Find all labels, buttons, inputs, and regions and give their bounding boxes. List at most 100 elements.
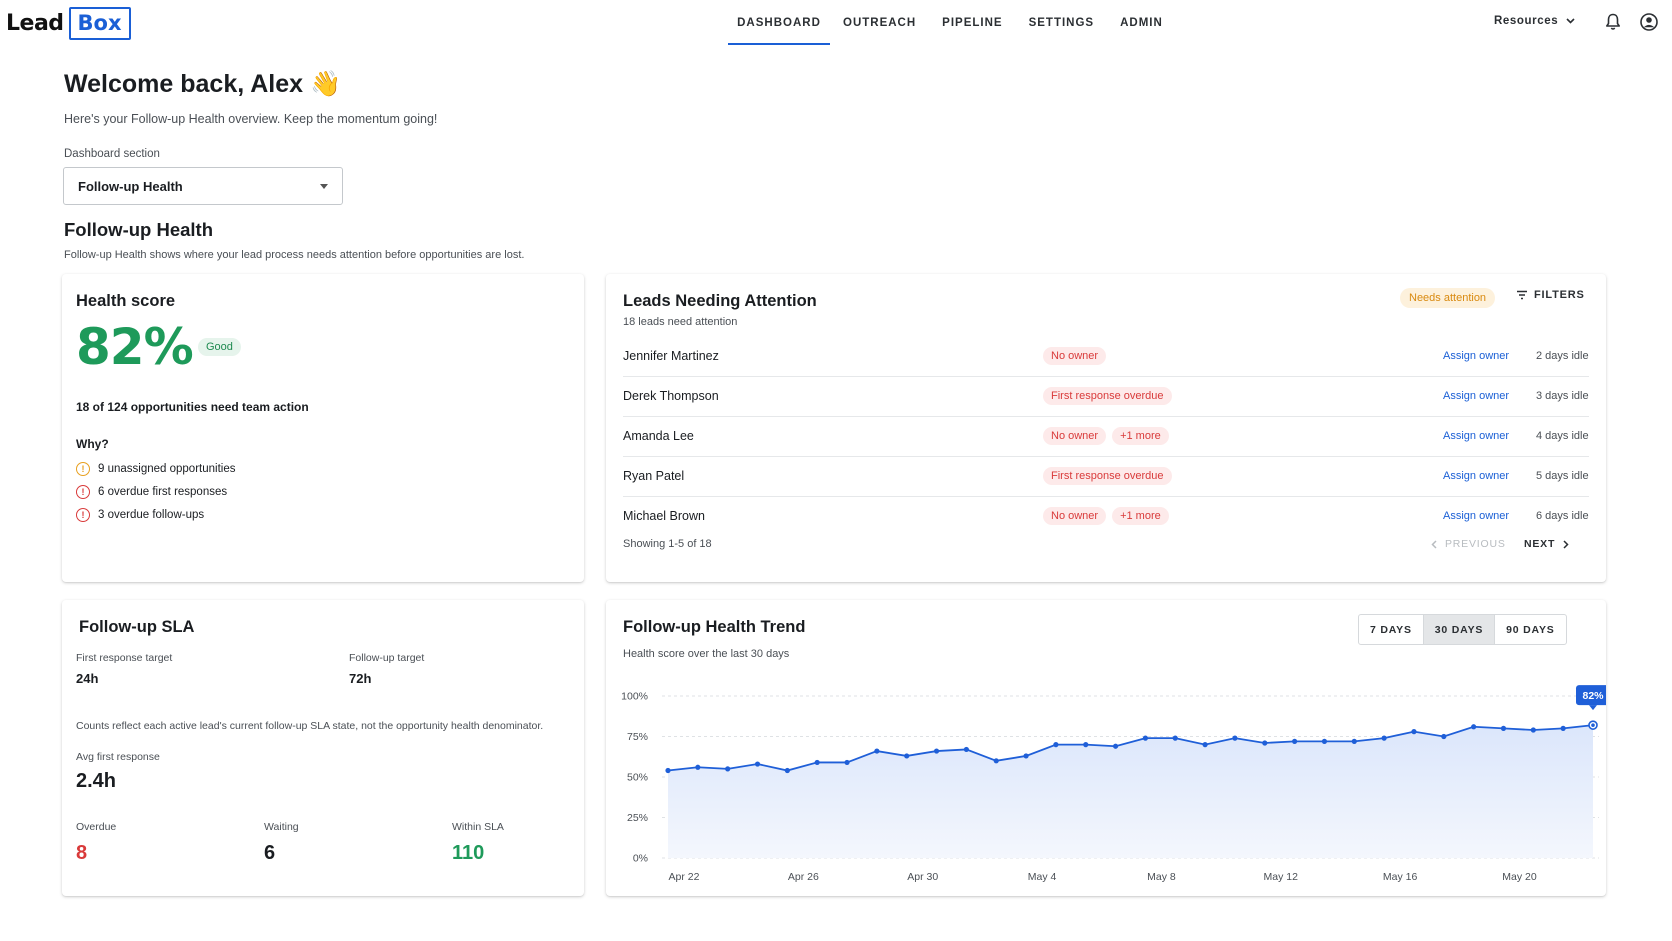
chevron-left-icon bbox=[1431, 539, 1437, 549]
data-point bbox=[784, 767, 790, 774]
lead-name[interactable]: Amanda Lee bbox=[623, 429, 694, 443]
reason-text: 3 overdue follow-ups bbox=[98, 509, 205, 521]
top-navigation-bar: Lead Box DASHBOARD OUTREACH PIPELINE SET… bbox=[0, 0, 1672, 46]
within-sla-label: Within SLA bbox=[452, 821, 504, 833]
range-7-days-button[interactable]: 7 DAYS bbox=[1370, 623, 1412, 636]
data-point bbox=[1471, 724, 1477, 730]
y-tick-label: 50% bbox=[627, 772, 648, 784]
chevron-down-icon bbox=[1566, 18, 1575, 24]
section-title: Follow-up Health bbox=[64, 219, 214, 240]
table-row: Amanda Lee No owner +1 more Assign owner… bbox=[623, 417, 1589, 457]
x-tick-label: May 20 bbox=[1502, 871, 1537, 883]
account-icon[interactable] bbox=[1640, 13, 1658, 36]
avg-first-response-label: Avg first response bbox=[76, 751, 160, 763]
range-90-days-button[interactable]: 90 DAYS bbox=[1494, 615, 1565, 644]
next-label: NEXT bbox=[1524, 538, 1556, 550]
status-badge: No owner bbox=[1043, 507, 1107, 525]
chevron-right-icon bbox=[1563, 539, 1569, 549]
trend-title: Follow-up Health Trend bbox=[623, 618, 806, 636]
welcome-subtitle: Here's your Follow-up Health overview. K… bbox=[64, 112, 438, 126]
data-point bbox=[1500, 725, 1507, 731]
table-row: Michael Brown No owner +1 more Assign ow… bbox=[623, 497, 1589, 537]
filters-button[interactable]: FILTERS bbox=[1516, 289, 1585, 301]
x-tick-label: May 8 bbox=[1147, 871, 1176, 883]
logo[interactable]: Lead Box bbox=[6, 7, 131, 40]
nav-settings[interactable]: SETTINGS bbox=[1028, 17, 1095, 29]
assign-owner-link[interactable]: Assign owner bbox=[1443, 470, 1510, 482]
lead-tags: No owner +1 more bbox=[1043, 427, 1169, 445]
x-tick-label: Apr 22 bbox=[669, 871, 700, 883]
leads-title: Leads Needing Attention bbox=[623, 292, 817, 310]
data-point bbox=[874, 748, 880, 754]
reason-item: ! 3 overdue follow-ups bbox=[76, 508, 204, 522]
idle-time: 3 days idle bbox=[1536, 390, 1589, 402]
warning-icon: ! bbox=[76, 462, 90, 476]
data-point bbox=[1142, 735, 1149, 741]
previous-button[interactable]: PREVIOUS bbox=[1431, 538, 1506, 550]
nav-dashboard[interactable]: DASHBOARD bbox=[728, 0, 830, 46]
nav-outreach[interactable]: OUTREACH bbox=[843, 17, 917, 29]
data-point bbox=[754, 761, 761, 767]
assign-owner-link[interactable]: Assign owner bbox=[1443, 350, 1510, 362]
overdue-count: 8 bbox=[76, 842, 88, 864]
reason-text: 9 unassigned opportunities bbox=[98, 463, 236, 475]
assign-owner-link[interactable]: Assign owner bbox=[1443, 390, 1510, 402]
nav-admin[interactable]: ADMIN bbox=[1120, 17, 1163, 29]
data-point bbox=[1053, 742, 1059, 748]
error-icon: ! bbox=[76, 485, 90, 499]
why-label: Why? bbox=[76, 437, 109, 451]
status-badge: First response overdue bbox=[1043, 467, 1172, 485]
assign-owner-link[interactable]: Assign owner bbox=[1443, 430, 1510, 442]
lead-name[interactable]: Jennifer Martinez bbox=[623, 349, 719, 363]
y-tick-label: 75% bbox=[627, 731, 648, 743]
latest-value-callout bbox=[1576, 685, 1606, 706]
trend-line bbox=[667, 724, 1594, 772]
x-tick-label: May 4 bbox=[1028, 871, 1057, 883]
first-response-target-value: 24h bbox=[76, 671, 99, 686]
previous-label: PREVIOUS bbox=[1445, 538, 1506, 550]
reason-item: ! 6 overdue first responses bbox=[76, 485, 227, 499]
data-point bbox=[1591, 723, 1595, 727]
welcome-heading: Welcome back, Alex 👋 bbox=[64, 70, 342, 98]
resources-label: Resources bbox=[1494, 15, 1559, 27]
range-30-days-button[interactable]: 30 DAYS bbox=[1422, 615, 1495, 644]
nav-pipeline[interactable]: PIPELINE bbox=[942, 17, 1003, 29]
data-point bbox=[665, 767, 671, 774]
data-point bbox=[1351, 738, 1357, 744]
status-badge: First response overdue bbox=[1043, 387, 1172, 405]
trend-subtitle: Health score over the last 30 days bbox=[623, 648, 790, 660]
table-row: Jennifer Martinez No owner Assign owner … bbox=[623, 337, 1589, 377]
lead-name[interactable]: Ryan Patel bbox=[623, 469, 685, 483]
status-badge: No owner bbox=[1043, 427, 1107, 445]
data-point bbox=[904, 753, 910, 759]
logo-box-text: Box bbox=[68, 7, 131, 40]
data-point bbox=[725, 766, 731, 772]
data-point bbox=[1083, 742, 1089, 748]
resources-menu[interactable]: Resources bbox=[1494, 15, 1575, 27]
waiting-count: 6 bbox=[264, 842, 276, 864]
dashboard-section-value: Follow-up Health bbox=[78, 178, 183, 194]
assign-owner-link[interactable]: Assign owner bbox=[1443, 510, 1510, 522]
bell-icon[interactable] bbox=[1605, 13, 1621, 36]
lead-tags: First response overdue bbox=[1043, 387, 1172, 405]
more-tags-badge[interactable]: +1 more bbox=[1112, 427, 1169, 445]
lead-tags: No owner bbox=[1043, 347, 1107, 365]
dashboard-section-select[interactable]: Follow-up Health bbox=[63, 167, 343, 205]
data-point bbox=[963, 746, 969, 753]
overdue-label: Overdue bbox=[76, 821, 117, 833]
idle-time: 2 days idle bbox=[1536, 350, 1589, 362]
data-point bbox=[1232, 735, 1238, 741]
data-point bbox=[814, 759, 820, 766]
data-point bbox=[933, 748, 940, 754]
lead-name[interactable]: Derek Thompson bbox=[623, 389, 719, 403]
lead-tags: First response overdue bbox=[1043, 467, 1172, 485]
section-description: Follow-up Health shows where your lead p… bbox=[64, 249, 525, 261]
leads-attention-card: Leads Needing Attention 18 leads need at… bbox=[606, 274, 1606, 582]
waiting-label: Waiting bbox=[264, 821, 299, 833]
more-tags-badge[interactable]: +1 more bbox=[1112, 507, 1169, 525]
status-badge: No owner bbox=[1043, 347, 1107, 365]
next-button[interactable]: NEXT bbox=[1524, 538, 1569, 550]
filter-icon bbox=[1517, 290, 1527, 300]
dashboard-section-label: Dashboard section bbox=[64, 148, 160, 160]
lead-name[interactable]: Michael Brown bbox=[623, 509, 705, 523]
